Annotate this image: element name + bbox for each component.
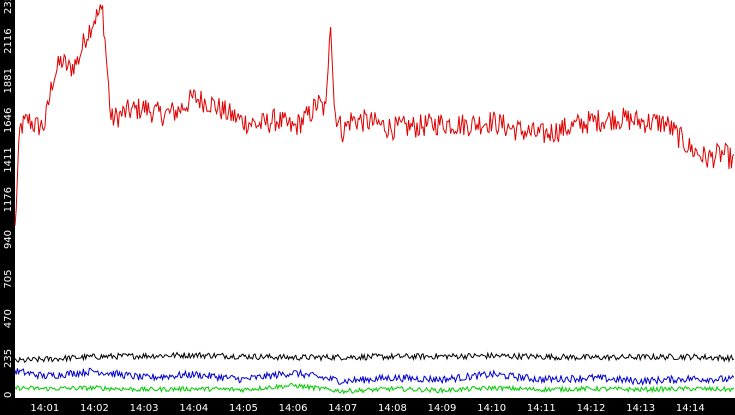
y-tick-label: 705 <box>3 270 14 289</box>
y-tick-label: 470 <box>3 309 14 328</box>
x-tick-label: 14:05 <box>229 403 258 414</box>
y-axis-ticks: 0 235 470 705 940 1176 1411 1646 1881 2116 2352 <box>3 0 14 398</box>
plot-area <box>15 0 735 398</box>
series-layer <box>14 4 735 395</box>
x-tick-label: 14:11 <box>527 403 556 414</box>
x-tick-label: 14:01 <box>30 403 59 414</box>
x-tick-label: 14:14 <box>676 403 705 414</box>
left-axis-band <box>0 0 15 415</box>
x-tick-label: 14:08 <box>378 403 407 414</box>
x-tick-label: 14:02 <box>80 403 109 414</box>
series-line-3 <box>14 367 735 387</box>
y-tick-label: 1176 <box>3 187 14 212</box>
bottom-axis-band <box>0 398 735 415</box>
x-tick-label: 14:13 <box>626 403 655 414</box>
y-tick-label: 2352 <box>3 0 14 14</box>
x-tick-label: 14:10 <box>477 403 506 414</box>
x-tick-label: 14:03 <box>130 403 159 414</box>
series-line-2 <box>14 351 735 364</box>
x-tick-label: 14:09 <box>428 403 457 414</box>
x-tick-label: 14:06 <box>279 403 308 414</box>
y-tick-label: 940 <box>3 230 14 249</box>
x-tick-label: 14:12 <box>577 403 606 414</box>
y-tick-label: 235 <box>3 349 14 368</box>
y-tick-label: 1881 <box>3 68 14 93</box>
x-axis-ticks: 14:01 14:02 14:03 14:04 14:05 14:06 14:07 14:08… <box>30 403 704 414</box>
series-line-4 <box>14 382 735 395</box>
y-tick-label: 0 <box>3 392 14 398</box>
y-tick-label: 1411 <box>3 147 14 172</box>
y-tick-label: 2116 <box>3 28 14 53</box>
x-tick-label: 14:07 <box>328 403 357 414</box>
series-line-1 <box>14 4 735 226</box>
x-tick-label: 14:04 <box>179 403 208 414</box>
y-tick-label: 1646 <box>3 108 14 133</box>
